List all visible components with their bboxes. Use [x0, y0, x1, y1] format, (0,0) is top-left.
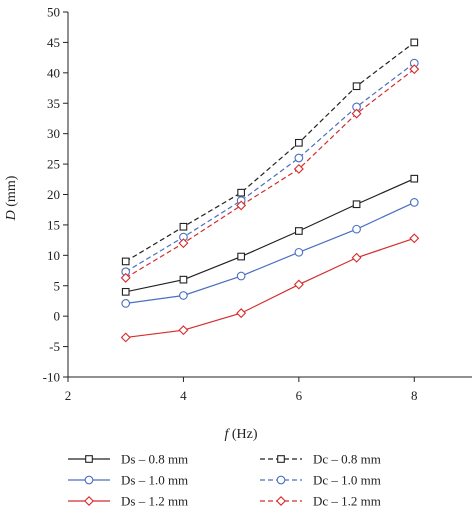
data-point: [277, 455, 285, 463]
series-line: [125, 178, 415, 293]
data-point: [276, 496, 286, 506]
data-point: [237, 188, 245, 197]
data-point: [120, 272, 131, 283]
x-tick-label: 8: [411, 388, 418, 403]
series-square-dashed: [121, 38, 419, 266]
data-point: [178, 325, 189, 336]
x-axis-label: f (Hz): [224, 427, 257, 442]
series-circle-solid: [121, 198, 419, 308]
data-point: [179, 291, 188, 300]
data-point: [179, 222, 188, 231]
series-line: [125, 68, 415, 279]
series-square-solid: [121, 174, 419, 296]
y-tick-label: 50: [47, 5, 60, 20]
data-point: [236, 200, 247, 211]
y-tick-label: 0: [54, 309, 61, 324]
data-point: [179, 275, 188, 284]
y-tick-label: 10: [47, 248, 60, 263]
legend-label: Dc – 0.8 mm: [313, 452, 381, 467]
chart-legend: Ds – 0.8 mm Dc – 0.8 mm Ds – 1.0 mm Dc – 1.…: [68, 452, 381, 509]
legend-label: Ds – 1.0 mm: [121, 473, 188, 488]
data-point: [295, 138, 303, 147]
data-point: [409, 233, 420, 244]
chart-axes: -10 -5 0 5 10 15 20 25 30 35 40 45 50 2 4 6 8: [43, 5, 472, 403]
x-tick-label: 4: [180, 388, 187, 403]
data-point: [351, 252, 362, 263]
y-tick-label: 35: [47, 96, 60, 111]
legend-item: Ds – 1.2 mm: [68, 494, 188, 509]
y-tick-label: 45: [47, 35, 60, 50]
y-tick-label: 30: [47, 126, 60, 141]
y-axis-label-symbol: D: [4, 210, 19, 221]
x-tick-label: 6: [296, 388, 303, 403]
legend-label: Ds – 0.8 mm: [121, 452, 188, 467]
data-point: [236, 271, 246, 281]
data-point: [120, 332, 131, 343]
series-line: [125, 237, 415, 339]
data-point: [121, 287, 130, 296]
data-point: [121, 257, 130, 266]
data-point: [352, 82, 361, 91]
data-point: [84, 475, 94, 485]
legend-item: Dc – 1.2 mm: [260, 494, 381, 509]
series-diamond-dashed: [120, 64, 420, 283]
y-tick-label: -10: [43, 370, 60, 385]
x-axis-label-symbol: f: [224, 427, 230, 442]
chart-series: [120, 38, 420, 343]
y-axis-label-unit: (mm): [4, 175, 19, 210]
data-point: [293, 279, 304, 290]
legend-item: Ds – 1.0 mm: [68, 473, 188, 488]
y-tick-label: 25: [47, 157, 60, 172]
data-point: [295, 227, 303, 235]
y-axis-label: D (mm): [4, 175, 19, 221]
data-point: [410, 174, 419, 183]
data-point: [294, 247, 304, 257]
legend-item: Dc – 0.8 mm: [260, 452, 381, 467]
data-point: [84, 496, 94, 506]
series-line: [125, 41, 415, 262]
y-tick-label: -5: [49, 339, 60, 354]
data-point: [352, 200, 361, 209]
data-point: [409, 198, 419, 207]
y-tick-label: 40: [47, 65, 60, 80]
legend-item: Dc – 1.0 mm: [260, 473, 381, 488]
data-point: [351, 108, 362, 119]
legend-label: Dc – 1.2 mm: [313, 494, 381, 509]
data-point: [85, 455, 93, 463]
data-point: [410, 38, 419, 47]
series-line: [125, 62, 415, 273]
data-point: [352, 224, 361, 234]
y-tick-label: 20: [47, 187, 60, 202]
legend-item: Ds – 0.8 mm: [68, 452, 188, 467]
data-point: [293, 163, 304, 174]
x-axis-label-unit: (Hz): [228, 427, 257, 442]
y-tick-label: 15: [47, 217, 60, 232]
data-point: [294, 153, 304, 163]
legend-label: Ds – 1.2 mm: [121, 494, 188, 509]
data-point: [276, 475, 286, 485]
series-circle-dashed: [121, 58, 419, 277]
data-point: [237, 252, 245, 261]
data-point: [236, 308, 247, 319]
legend-label: Dc – 1.0 mm: [313, 473, 381, 488]
y-tick-label: 5: [54, 278, 61, 293]
data-point: [178, 238, 189, 249]
series-diamond-solid: [120, 233, 420, 343]
data-point: [121, 299, 131, 308]
data-point: [409, 64, 420, 75]
x-tick-label: 2: [65, 388, 72, 403]
series-line: [125, 201, 415, 304]
